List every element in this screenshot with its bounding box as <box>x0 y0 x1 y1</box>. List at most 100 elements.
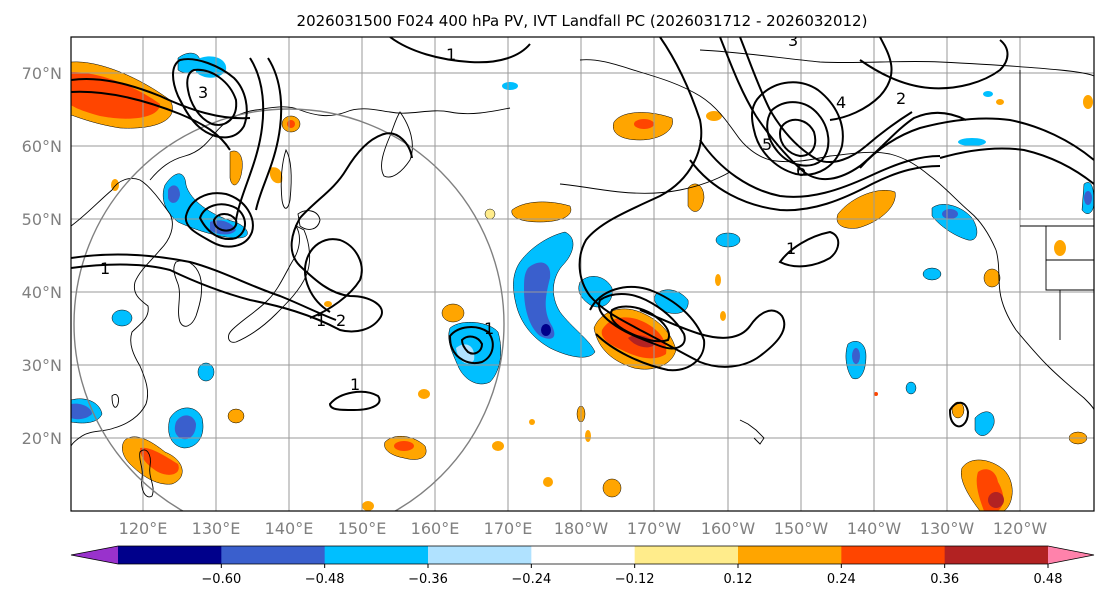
lon-label: 120°E <box>119 519 168 538</box>
colorbar-tick-label: 0.36 <box>930 572 959 587</box>
pv-contour <box>719 37 967 181</box>
shade-patch <box>227 408 245 424</box>
colorbar-segment <box>634 546 739 564</box>
contour-label: 6 <box>796 161 806 180</box>
pv-contour <box>778 230 840 268</box>
shade-patch <box>441 303 465 323</box>
lon-label: 140°W <box>847 519 902 538</box>
map-frame <box>70 36 1095 512</box>
colorbar-segment <box>944 546 1049 564</box>
pv-contour <box>71 253 337 321</box>
shade-patch <box>362 501 374 511</box>
coastline-hawaii <box>739 419 765 445</box>
colorbar-segment <box>738 546 842 564</box>
lon-label: 180°W <box>554 519 609 538</box>
shade-patch <box>852 348 860 364</box>
pv-contour <box>198 203 246 240</box>
longitude-labels: 120°E 130°E 140°E 150°E 160°E 170°E 180°… <box>119 519 1048 538</box>
pv-contour <box>699 139 941 198</box>
pv-contour <box>184 192 254 248</box>
colorbar-tick-label: −0.12 <box>615 572 655 587</box>
pv-contour <box>328 390 381 412</box>
lon-label: 170°E <box>484 519 533 538</box>
pv-contour <box>948 401 970 428</box>
colorbar-tick-label: 0.24 <box>827 572 856 587</box>
colorbar-segment <box>221 546 326 564</box>
pv-contour <box>71 90 231 151</box>
coastline-alaska <box>579 59 997 251</box>
pv-contour <box>689 159 941 212</box>
pv-contour <box>212 213 238 232</box>
pv-contour <box>71 132 413 333</box>
lon-label: 150°E <box>338 519 387 538</box>
pv-contour <box>448 326 494 364</box>
shade-patch <box>922 267 942 281</box>
shade-patch <box>905 381 917 395</box>
pv-contour <box>578 37 786 368</box>
contour-label: 1 <box>484 319 494 338</box>
contour-labels: 1 1 1 1 1 1 2 2 3 3 4 5 6 <box>100 31 906 394</box>
contour-label: 2 <box>336 311 346 330</box>
pv-contour <box>255 57 283 211</box>
pv-contour <box>172 58 248 139</box>
contour-label: 3 <box>788 31 798 50</box>
lon-label: 140°E <box>265 519 314 538</box>
lat-label: 60°N <box>22 137 62 156</box>
pv-contour <box>610 305 670 343</box>
lon-label: 120°W <box>993 519 1048 538</box>
contour-label: 1 <box>446 45 456 64</box>
shade-patch <box>197 362 215 382</box>
contour-label: 1 <box>100 259 110 278</box>
shade-patch <box>983 91 993 97</box>
lat-label: 30°N <box>22 356 62 375</box>
shade-patch <box>418 389 430 399</box>
colorbar-tick-label: −0.48 <box>305 572 345 587</box>
coastline-sakhalin <box>280 148 292 209</box>
pv-contour <box>389 37 531 64</box>
shade-patch <box>1083 95 1093 109</box>
lon-label: 130°W <box>920 519 975 538</box>
shade-patch <box>324 301 332 307</box>
colorbar-extend-low <box>71 546 118 564</box>
shade-patch <box>524 262 555 339</box>
shade-patch <box>394 441 414 451</box>
map-title: 2026031500 F024 400 hPa PV, IVT Landfall… <box>297 12 868 30</box>
pv-contour <box>186 68 238 126</box>
shade-patch <box>1084 191 1092 205</box>
map-panel: 1 1 1 1 1 1 2 2 3 3 4 5 6 <box>70 31 1095 512</box>
pv-contour <box>829 37 893 121</box>
pv-contour <box>751 81 844 176</box>
shade-patch <box>874 392 878 396</box>
contour-label: 1 <box>786 239 796 258</box>
shade-patch <box>229 150 243 186</box>
colorbar-segment <box>428 546 532 564</box>
shade-patch <box>988 492 1004 508</box>
colorbar-segment <box>324 546 429 564</box>
pv-contour <box>235 57 265 221</box>
pv-contour <box>304 238 363 319</box>
lat-label: 40°N <box>22 283 62 302</box>
lat-label: 20°N <box>22 429 62 448</box>
shade-patch <box>715 274 721 286</box>
shade-patch <box>585 430 591 442</box>
pv-contour <box>598 293 686 350</box>
contour-label: 2 <box>896 89 906 108</box>
colorbar-tick-label: −0.60 <box>201 572 241 587</box>
shade-patch <box>111 309 133 327</box>
pv-contour <box>859 117 1094 169</box>
shade-patch <box>502 82 518 90</box>
shade-patch <box>71 403 92 420</box>
shade-patch <box>287 120 295 128</box>
latitude-labels: 70°N 60°N 50°N 40°N 30°N 20°N <box>22 64 62 448</box>
shade-patch <box>996 99 1004 105</box>
shade-patch <box>492 441 504 451</box>
lon-label: 170°W <box>627 519 682 538</box>
coastline-taiwan <box>111 393 119 408</box>
coastline-korea <box>173 260 203 327</box>
contour-label: 5 <box>762 135 772 154</box>
shade-patch <box>628 335 656 348</box>
pv-contour <box>589 285 706 372</box>
pv-contour <box>778 118 817 158</box>
shade-patch <box>974 411 995 436</box>
